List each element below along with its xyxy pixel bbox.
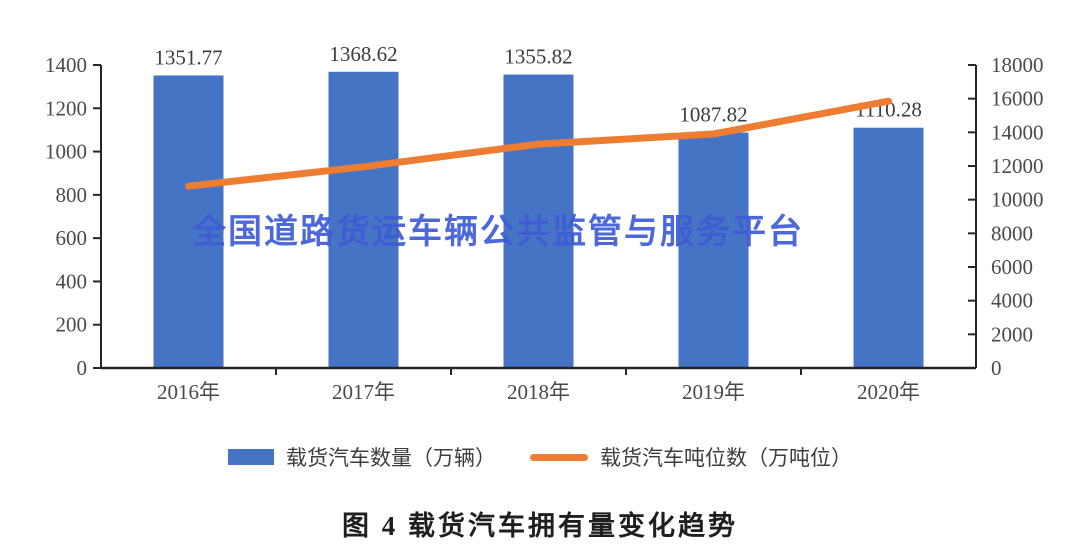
legend-item-truck-count: 载货汽车数量（万辆）: [228, 442, 496, 472]
bar-2016年: [153, 75, 224, 368]
left-axis-tick-label: 200: [56, 313, 88, 337]
right-axis-tick-label: 18000: [991, 53, 1044, 77]
right-axis-tick-label: 16000: [991, 87, 1044, 111]
combo-chart: 1351.77 1368.62 1355.82 1087.82 1110.28 0 200 4…: [45, 42, 1044, 404]
left-axis-tick-label: 1200: [45, 96, 87, 120]
legend-label-tonnage: 载货汽车吨位数（万吨位）: [600, 446, 852, 470]
bar-value-label: 1087.82: [679, 103, 747, 127]
chart-legend: 载货汽车数量（万辆） 载货汽车吨位数（万吨位）: [0, 440, 1080, 474]
x-axis-category-label: 2017年: [332, 380, 395, 404]
bar-2019年: [678, 132, 749, 368]
x-axis-category-label: 2016年: [157, 380, 220, 404]
right-axis-tick-label: 4000: [991, 289, 1033, 313]
bar-2017年: [328, 71, 399, 368]
x-axis-category-label: 2018年: [507, 380, 570, 404]
line-series-swatch-icon: [530, 453, 588, 461]
right-axis-tick-label: 8000: [991, 221, 1033, 245]
figure-caption: 图 4 载货汽车拥有量变化趋势: [342, 511, 738, 541]
x-axis-category-label: 2020年: [857, 380, 920, 404]
right-axis-tick-label: 12000: [991, 154, 1044, 178]
bar-2020年: [853, 127, 924, 369]
bar-2018年: [503, 74, 574, 368]
x-axis-category-label: 2019年: [682, 380, 745, 404]
right-axis-tick-label: 6000: [991, 255, 1033, 279]
right-axis-tick-label: 0: [991, 356, 1002, 380]
legend-item-tonnage: 载货汽车吨位数（万吨位）: [530, 442, 852, 472]
left-axis-tick-label: 400: [56, 269, 88, 293]
left-axis-tick-label: 800: [56, 183, 88, 207]
left-axis-tick-label: 600: [56, 226, 88, 250]
right-axis-tick-label: 14000: [991, 120, 1044, 144]
left-axis-tick-label: 1000: [45, 140, 87, 164]
bar-series-swatch-icon: [228, 449, 274, 465]
right-axis-tick-label: 2000: [991, 322, 1033, 346]
bar-value-label: 1355.82: [504, 45, 572, 69]
left-axis-tick-label: 1400: [45, 53, 87, 77]
bar-value-label: 1351.77: [154, 45, 222, 69]
tonnage-trend-line: [185, 97, 892, 190]
right-axis-tick-label: 10000: [991, 188, 1044, 212]
legend-label-truck-count: 载货汽车数量（万辆）: [286, 446, 496, 470]
left-axis-tick-label: 0: [77, 356, 88, 380]
bar-value-label: 1368.62: [329, 42, 397, 66]
